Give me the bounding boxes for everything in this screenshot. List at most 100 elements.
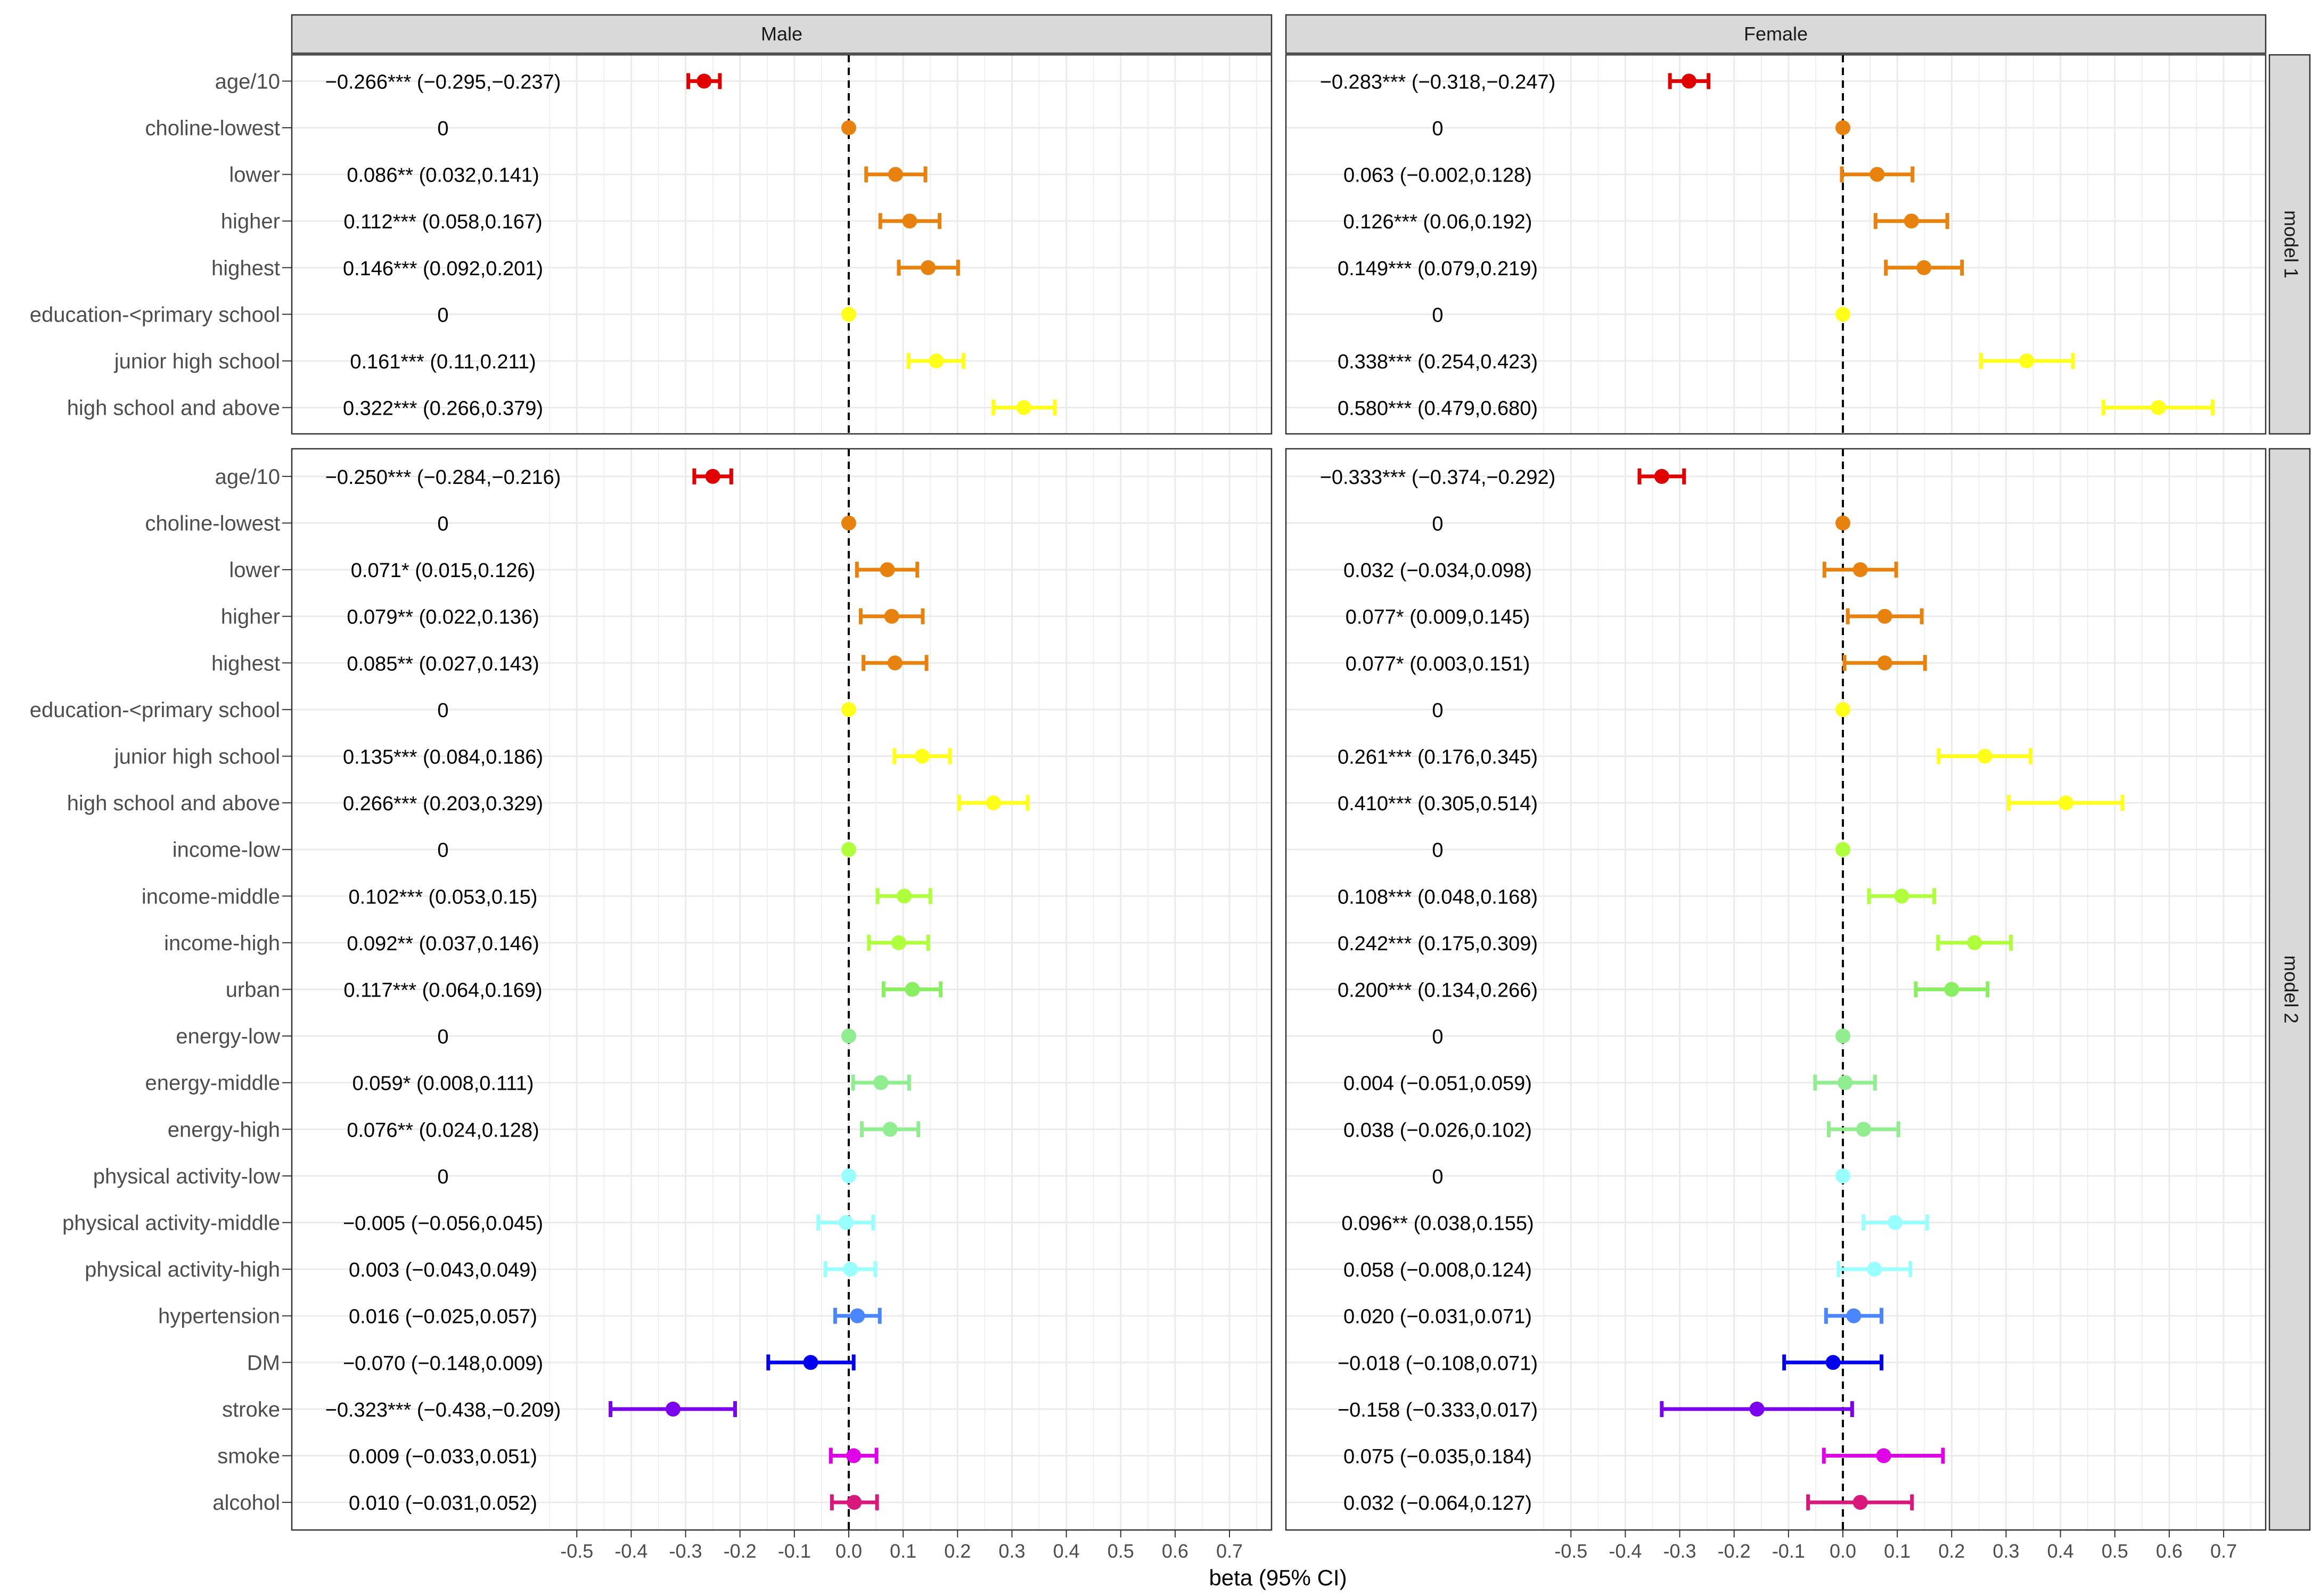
panel-border <box>1285 54 2267 435</box>
point-lower-female <box>1852 562 1868 578</box>
panel-border <box>291 448 1273 1531</box>
point-age-10-male <box>705 468 720 484</box>
estimate-label-hypertension-male: 0.016 (−0.025,0.057) <box>349 1306 537 1328</box>
estimate-label-physical-activity-low-male: 0 <box>437 1166 448 1188</box>
estimate-label-age-10-female: −0.283*** (−0.318,−0.247) <box>1320 71 1556 93</box>
point-education-primary-school-female <box>1835 307 1850 322</box>
row-label-high-school-and-above: high school and above <box>67 397 280 420</box>
row-label-choline-lowest: choline-lowest <box>145 117 280 140</box>
estimate-label-income-low-female: 0 <box>1432 840 1443 862</box>
estimate-label-income-high-female: 0.242*** (0.175,0.309) <box>1338 933 1538 955</box>
row-label-energy-middle: energy-middle <box>145 1072 280 1095</box>
estimate-label-highest-male: 0.085** (0.027,0.143) <box>347 653 539 675</box>
point-physical-activity-low-female <box>1835 1168 1850 1183</box>
estimate-label-junior-high-school-male: 0.135*** (0.084,0.186) <box>343 746 543 769</box>
x-tick-label: 0.6 <box>1162 1540 1188 1562</box>
point-stroke-female <box>1749 1401 1765 1417</box>
column-strip-male <box>291 14 1273 54</box>
panel-background <box>292 55 1272 434</box>
row-label-physical-activity-low: physical activity-low <box>93 1165 280 1188</box>
estimate-label-energy-low-female: 0 <box>1432 1026 1443 1048</box>
point-lower-male <box>888 167 903 182</box>
point-lower-female <box>1870 167 1885 182</box>
x-tick-label: 0.6 <box>2156 1540 2183 1562</box>
point-higher-female <box>1877 608 1892 624</box>
panel-model-1-male: −0.266*** (−0.295,−0.237) 0 0.086** (0.032… <box>291 54 1273 435</box>
x-tick-label: 0.3 <box>1993 1540 2019 1562</box>
point-alcohol-female <box>1852 1495 1868 1510</box>
row-strip-model-2 <box>2268 448 2311 1531</box>
estimate-label-energy-low-male: 0 <box>437 1026 448 1048</box>
x-tick-label: 0.1 <box>890 1540 916 1562</box>
estimate-label-lower-female: 0.032 (−0.034,0.098) <box>1343 560 1532 582</box>
point-smoke-male <box>846 1448 862 1463</box>
estimate-label-smoke-male: 0.009 (−0.033,0.051) <box>349 1446 537 1468</box>
estimate-label-education-primary-school-female: 0 <box>1432 304 1443 326</box>
panel-model-2-female: −0.333*** (−0.374,−0.292) 0 0.032 (−0.034,… <box>1285 448 2267 1531</box>
row-label-highest: highest <box>211 257 280 280</box>
x-tick-label: -0.4 <box>614 1540 647 1562</box>
point-energy-high-male <box>882 1122 898 1137</box>
row-label-junior-high-school: junior high school <box>114 745 280 769</box>
row-label-education-primary-school: education-<primary school <box>30 698 280 722</box>
row-label-lower: lower <box>229 558 280 582</box>
estimate-label-smoke-female: 0.075 (−0.035,0.184) <box>1343 1446 1532 1468</box>
row-label-dm: DM <box>247 1351 280 1375</box>
x-tick-label: -0.3 <box>1663 1540 1696 1562</box>
estimate-label-highest-male: 0.146*** (0.092,0.201) <box>343 258 543 280</box>
estimate-label-dm-female: −0.018 (−0.108,0.071) <box>1338 1352 1538 1375</box>
estimate-label-choline-lowest-female: 0 <box>1432 118 1443 140</box>
point-high-school-and-above-male <box>1016 400 1031 415</box>
point-physical-activity-middle-female <box>1888 1215 1903 1230</box>
estimate-label-junior-high-school-female: 0.261*** (0.176,0.345) <box>1338 746 1538 769</box>
estimate-label-urban-female: 0.200*** (0.134,0.266) <box>1338 980 1538 1002</box>
column-strip-label-male: Male <box>761 23 802 45</box>
row-label-education-primary-school: education-<primary school <box>30 303 280 326</box>
estimate-label-high-school-and-above-male: 0.322*** (0.266,0.379) <box>343 398 543 420</box>
point-highest-female <box>1916 260 1932 275</box>
point-choline-lowest-male <box>841 515 856 531</box>
x-tick-label: -0.5 <box>560 1540 593 1562</box>
x-tick-label: 0.4 <box>2047 1540 2074 1562</box>
point-energy-low-male <box>841 1029 856 1044</box>
estimate-label-highest-female: 0.077* (0.003,0.151) <box>1346 653 1530 675</box>
column-strip-female <box>1285 14 2267 54</box>
point-smoke-female <box>1876 1448 1891 1463</box>
estimate-label-high-school-and-above-female: 0.580*** (0.479,0.680) <box>1338 398 1538 420</box>
row-label-income-low: income-low <box>173 838 280 862</box>
estimate-label-physical-activity-middle-female: 0.096** (0.038,0.155) <box>1341 1213 1534 1235</box>
point-stroke-male <box>666 1401 681 1417</box>
panel-border <box>1285 448 2267 1531</box>
x-tick-label: 0.2 <box>944 1540 971 1562</box>
row-label-energy-low: energy-low <box>176 1025 280 1048</box>
row-label-lower: lower <box>229 163 280 187</box>
estimate-label-age-10-female: −0.333*** (−0.374,−0.292) <box>1320 466 1556 489</box>
estimate-label-higher-female: 0.077* (0.009,0.145) <box>1346 606 1530 629</box>
point-energy-low-female <box>1835 1029 1850 1044</box>
point-higher-male <box>884 608 899 624</box>
estimate-label-age-10-male: −0.266*** (−0.295,−0.237) <box>325 71 561 93</box>
point-urban-male <box>905 982 920 997</box>
point-high-school-and-above-female <box>2151 400 2166 415</box>
x-tick-label: 0.7 <box>1216 1540 1243 1562</box>
point-highest-male <box>921 260 936 275</box>
point-education-primary-school-male <box>841 702 856 717</box>
point-dm-male <box>803 1355 818 1370</box>
x-tick-label: -0.2 <box>1718 1540 1751 1562</box>
x-tick-label: 0.0 <box>835 1540 862 1562</box>
estimate-label-energy-middle-male: 0.059* (0.008,0.111) <box>352 1073 534 1095</box>
row-strip-model-1 <box>2268 54 2311 435</box>
x-tick-label: 0.3 <box>998 1540 1025 1562</box>
estimate-label-stroke-male: −0.323*** (−0.438,−0.209) <box>325 1399 561 1421</box>
x-tick-label: 0.5 <box>2102 1540 2128 1562</box>
x-tick-label: 0.5 <box>1108 1540 1134 1562</box>
estimate-label-stroke-female: −0.158 (−0.333,0.017) <box>1338 1399 1538 1421</box>
estimate-label-education-primary-school-female: 0 <box>1432 700 1443 722</box>
estimate-label-energy-middle-female: 0.004 (−0.051,0.059) <box>1343 1073 1532 1095</box>
row-label-urban: urban <box>226 978 280 1002</box>
point-income-high-female <box>1967 935 1982 950</box>
point-age-10-female <box>1681 73 1696 89</box>
point-income-middle-male <box>897 889 912 904</box>
point-physical-activity-high-female <box>1867 1262 1882 1277</box>
